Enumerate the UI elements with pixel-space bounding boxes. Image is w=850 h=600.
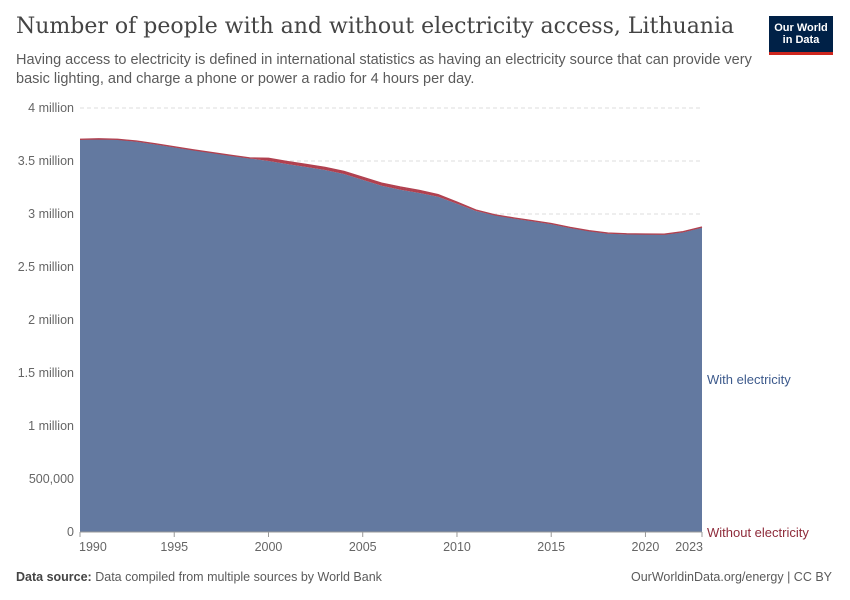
series-label-with-electricity: With electricity bbox=[707, 372, 791, 387]
y-tick-label: 1.5 million bbox=[18, 366, 74, 380]
x-tick-label: 1995 bbox=[160, 540, 188, 554]
axes: 0 500,000 1 million 1.5 million 2 million 2.5… bbox=[18, 101, 703, 554]
x-tick-label: 2023 bbox=[675, 540, 703, 554]
line-without-electricity bbox=[79, 138, 703, 235]
site-link[interactable]: OurWorldinData.org/energy | CC BY bbox=[630, 570, 832, 584]
y-tick-label: 4 million bbox=[28, 101, 74, 115]
area-without-electricity bbox=[80, 139, 702, 235]
x-tick-label: 2020 bbox=[632, 540, 660, 554]
y-tick-label: 1 million bbox=[28, 419, 74, 433]
logo-line-1: Our World bbox=[774, 22, 828, 34]
data-source-text: Data compiled from multiple sources by W… bbox=[95, 570, 382, 584]
y-tick-label: 2 million bbox=[28, 313, 74, 327]
chart-areas bbox=[79, 138, 703, 532]
area-with-electricity bbox=[80, 139, 702, 532]
series-labels: With electricity Without electricity bbox=[707, 372, 809, 540]
y-tick-label: 2.5 million bbox=[18, 260, 74, 274]
x-tick-label: 2015 bbox=[537, 540, 565, 554]
series-label-without-electricity: Without electricity bbox=[707, 525, 809, 540]
y-tick-label: 500,000 bbox=[29, 472, 74, 486]
y-tick-label: 0 bbox=[67, 525, 74, 539]
x-tick-label: 2000 bbox=[255, 540, 283, 554]
chart-title: Number of people with and without electr… bbox=[16, 14, 735, 39]
logo-line-2: in Data bbox=[782, 34, 820, 46]
x-tick-label: 2010 bbox=[443, 540, 471, 554]
data-source-label: Data source: bbox=[16, 570, 92, 584]
y-tick-label: 3.5 million bbox=[18, 154, 74, 168]
owid-logo[interactable]: Our World in Data bbox=[769, 16, 833, 55]
y-tick-label: 3 million bbox=[28, 207, 74, 221]
x-tick-label: 1990 bbox=[79, 540, 107, 554]
data-source: Data source: Data compiled from multiple… bbox=[16, 570, 382, 584]
x-tick-label: 2005 bbox=[349, 540, 377, 554]
chart-subtitle: Having access to electricity is defined … bbox=[16, 52, 752, 87]
